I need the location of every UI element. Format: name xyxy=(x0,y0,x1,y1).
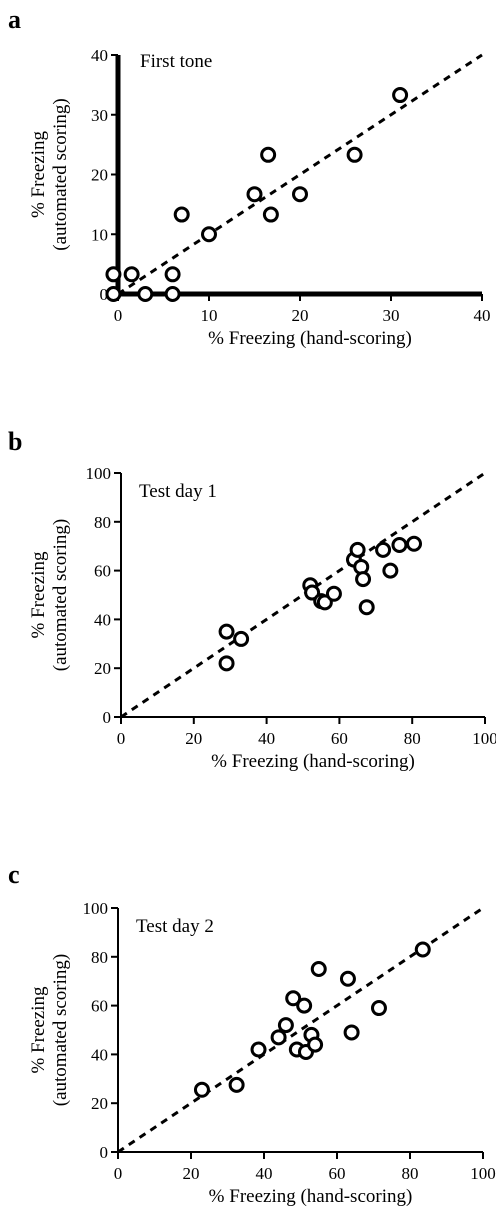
panel-c-y-tick-label: 60 xyxy=(91,997,108,1016)
panel-b-y-tick-label: 0 xyxy=(103,708,112,727)
panel-c-y-axis-title: % Freezing xyxy=(28,986,49,1074)
panel-b-fit-line xyxy=(121,473,485,717)
panel-b-data-point xyxy=(393,538,406,551)
panel-a-y-tick-label: 40 xyxy=(91,46,108,65)
panel-c-data-point xyxy=(272,1031,285,1044)
panel-c-data-point xyxy=(345,1026,358,1039)
panel-a-data-point xyxy=(107,288,120,301)
panel-b-data-point xyxy=(384,564,397,577)
panel-c-data-point xyxy=(309,1038,322,1051)
panel-c-data-point xyxy=(195,1083,208,1096)
panel-b-y-tick-label: 20 xyxy=(94,659,111,678)
panel-c-y-axis-title-2: (automated scoring) xyxy=(50,954,71,1106)
panel-a-x-tick-label: 40 xyxy=(474,306,491,325)
panel-a-x-axis-title: % Freezing (hand-scoring) xyxy=(208,328,412,349)
panel-a-data-point xyxy=(248,188,261,201)
panel-b-y-tick-label: 80 xyxy=(94,513,111,532)
panel-c-x-tick-label: 100 xyxy=(470,1164,496,1183)
panel-a-x-tick-label: 30 xyxy=(383,306,400,325)
panel-a-data-point xyxy=(262,148,275,161)
panel-c-data-point xyxy=(230,1078,243,1091)
panel-c-y-tick-label: 0 xyxy=(100,1143,109,1162)
panel-b-y-tick-label: 100 xyxy=(86,464,112,483)
panel-c-title: Test day 2 xyxy=(136,916,214,937)
panel-b-data-point xyxy=(351,543,364,556)
panel-a-data-point xyxy=(107,268,120,281)
panel-b-data-point xyxy=(220,625,233,638)
panel-a-fit-line xyxy=(118,55,482,294)
panel-c-y-tick-label: 100 xyxy=(83,899,109,918)
panel-a-data-point xyxy=(175,208,188,221)
panel-c-x-tick-label: 80 xyxy=(402,1164,419,1183)
panel-a-y-tick-label: 10 xyxy=(91,225,108,244)
panel-a-data-point xyxy=(348,148,361,161)
panel-a-data-point xyxy=(125,268,138,281)
panel-a-data-point xyxy=(394,89,407,102)
panel-c-data-point xyxy=(416,943,429,956)
panel-c-data-point xyxy=(279,1019,292,1032)
panel-c-data-point xyxy=(252,1043,265,1056)
panel-a-data-point xyxy=(203,228,216,241)
panel-c-y-tick-label: 20 xyxy=(91,1094,108,1113)
panel-c-data-point xyxy=(341,972,354,985)
panel-c-y-tick-label: 80 xyxy=(91,948,108,967)
panel-a-data-point xyxy=(264,208,277,221)
panel-b-title: Test day 1 xyxy=(139,481,217,502)
panel-b-data-point xyxy=(360,601,373,614)
panel-b-data-point xyxy=(408,537,421,550)
panel-b-letter: b xyxy=(8,427,22,456)
panel-b-x-tick-label: 80 xyxy=(404,729,421,748)
panel-a-data-point xyxy=(166,268,179,281)
panel-c-data-point xyxy=(298,999,311,1012)
panel-b-x-tick-label: 0 xyxy=(117,729,126,748)
panel-b-x-tick-label: 20 xyxy=(185,729,202,748)
panel-b-y-axis-title: % Freezing xyxy=(28,551,49,639)
panel-a-y-tick-label: 30 xyxy=(91,106,108,125)
panel-a-y-tick-label: 20 xyxy=(91,166,108,185)
panel-c-x-tick-label: 40 xyxy=(256,1164,273,1183)
panel-c-data-point xyxy=(372,1002,385,1015)
panel-b-data-point xyxy=(220,657,233,670)
panel-c-y-tick-label: 40 xyxy=(91,1045,108,1064)
panel-c-x-axis-title: % Freezing (hand-scoring) xyxy=(209,1186,413,1207)
panel-b-x-tick-label: 100 xyxy=(472,729,496,748)
panel-a-title: First tone xyxy=(140,51,212,72)
panel-b-y-axis-title-2: (automated scoring) xyxy=(50,519,71,671)
panel-a-data-point xyxy=(166,288,179,301)
panel-c-x-tick-label: 20 xyxy=(183,1164,200,1183)
panel-a-data-point xyxy=(139,288,152,301)
panel-a-letter: a xyxy=(8,5,21,34)
panel-c-x-tick-label: 60 xyxy=(329,1164,346,1183)
panel-c-data-point xyxy=(312,963,325,976)
panel-b-x-axis-title: % Freezing (hand-scoring) xyxy=(211,751,415,772)
panel-a-x-tick-label: 20 xyxy=(292,306,309,325)
panel-a-y-axis-title-2: (automated scoring) xyxy=(50,98,71,250)
panel-a-y-axis-title: % Freezing xyxy=(28,130,49,218)
panel-b-y-tick-label: 40 xyxy=(94,610,111,629)
panel-b-x-tick-label: 40 xyxy=(258,729,275,748)
panel-a-x-tick-label: 0 xyxy=(114,306,123,325)
panel-a-data-point xyxy=(294,188,307,201)
panel-b-data-point xyxy=(327,587,340,600)
panel-b-x-tick-label: 60 xyxy=(331,729,348,748)
panel-b-data-point xyxy=(357,573,370,586)
panel-a-x-tick-label: 10 xyxy=(201,306,218,325)
panel-c-x-tick-label: 0 xyxy=(114,1164,123,1183)
panel-c-letter: c xyxy=(8,860,20,889)
panel-b-y-tick-label: 60 xyxy=(94,562,111,581)
panel-b-data-point xyxy=(235,632,248,645)
panel-b-data-point xyxy=(377,543,390,556)
